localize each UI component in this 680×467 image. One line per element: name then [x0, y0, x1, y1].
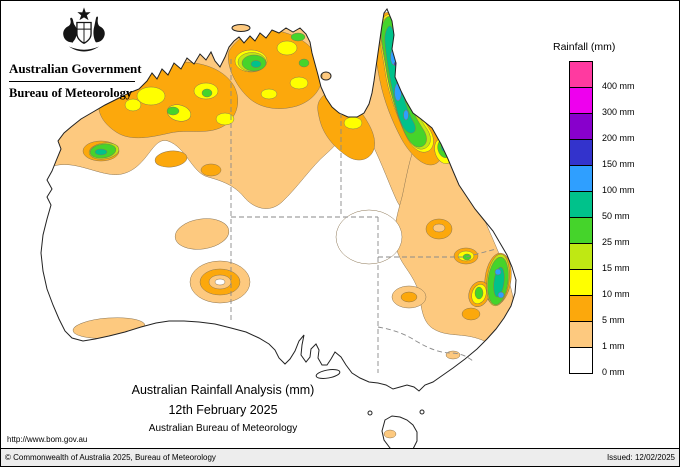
- legend-swatch: [569, 61, 593, 88]
- legend-label: 10 mm: [602, 289, 630, 299]
- government-title: Australian Government: [9, 61, 142, 76]
- footer-bar: © Commonwealth of Australia 2025, Bureau…: [1, 448, 679, 466]
- legend-scale: 400 mm 300 mm 200 mm 150 mm 100 mm 50 mm…: [569, 61, 673, 377]
- issued-date: Issued: 12/02/2025: [606, 453, 675, 462]
- legend-label: 50 mm: [602, 211, 630, 221]
- legend-entry: 25 mm: [569, 217, 673, 247]
- island-groote: [320, 71, 332, 81]
- legend-label: 0 mm: [602, 367, 625, 377]
- legend-entry: 50 mm: [569, 191, 673, 221]
- legend-entry: 300 mm: [569, 87, 673, 117]
- legend-entry: 1 mm: [569, 321, 673, 351]
- legend-label: 15 mm: [602, 263, 630, 273]
- island-kangaroo: [315, 369, 341, 379]
- legend-swatch: [569, 87, 593, 114]
- legend-entry: 0 mm: [569, 347, 673, 377]
- legend-label: 5 mm: [602, 315, 625, 325]
- coastline-tasmania: [381, 415, 418, 455]
- legend-label: 200 mm: [602, 133, 635, 143]
- legend-title: Rainfall (mm): [553, 41, 616, 53]
- legend-swatch: [569, 113, 593, 140]
- legend-swatch: [569, 347, 593, 374]
- legend-swatch: [569, 243, 593, 270]
- agency-header: Australian Government Bureau of Meteorol…: [9, 5, 159, 101]
- map-org: Australian Bureau of Meteorology: [148, 423, 298, 434]
- map-title: Australian Rainfall Analysis (mm): [131, 383, 315, 397]
- legend-entry: 400 mm: [569, 61, 673, 91]
- legend-entry: 200 mm: [569, 113, 673, 143]
- legend-swatch: [569, 165, 593, 192]
- bom-url: http://www.bom.gov.au: [7, 435, 88, 444]
- legend-swatch: [569, 321, 593, 348]
- coastline-mainland: [40, 8, 517, 392]
- legend-entry: 5 mm: [569, 295, 673, 325]
- coat-of-arms-icon: [63, 7, 105, 52]
- header-divider: [9, 81, 135, 82]
- legend-label: 25 mm: [602, 237, 630, 247]
- legend-swatch: [569, 191, 593, 218]
- legend-entry: 150 mm: [569, 139, 673, 169]
- coastline: [40, 8, 517, 455]
- map-caption: Australian Rainfall Analysis (mm) 12th F…: [58, 383, 388, 434]
- legend-swatch: [569, 217, 593, 244]
- island-melville: [231, 24, 251, 32]
- legend-swatch: [569, 269, 593, 296]
- island-flinders: [419, 409, 425, 415]
- legend-label: 300 mm: [602, 107, 635, 117]
- copyright-text: © Commonwealth of Australia 2025, Bureau…: [5, 453, 216, 462]
- legend-label: 1 mm: [602, 341, 625, 351]
- bureau-title: Bureau of Meteorology: [9, 86, 133, 100]
- island-king: [367, 410, 373, 416]
- legend-label: 150 mm: [602, 159, 635, 169]
- legend-label: 100 mm: [602, 185, 635, 195]
- rainfall-legend: Rainfall (mm) 400 mm 300 mm 200 mm 150 m…: [551, 41, 673, 377]
- legend-entry: 100 mm: [569, 165, 673, 195]
- legend-label: 400 mm: [602, 81, 635, 91]
- legend-swatch: [569, 295, 593, 322]
- legend-entry: 15 mm: [569, 243, 673, 273]
- legend-swatch: [569, 139, 593, 166]
- map-date: 12th February 2025: [168, 403, 278, 417]
- legend-entry: 10 mm: [569, 269, 673, 299]
- state-borders: [230, 59, 497, 373]
